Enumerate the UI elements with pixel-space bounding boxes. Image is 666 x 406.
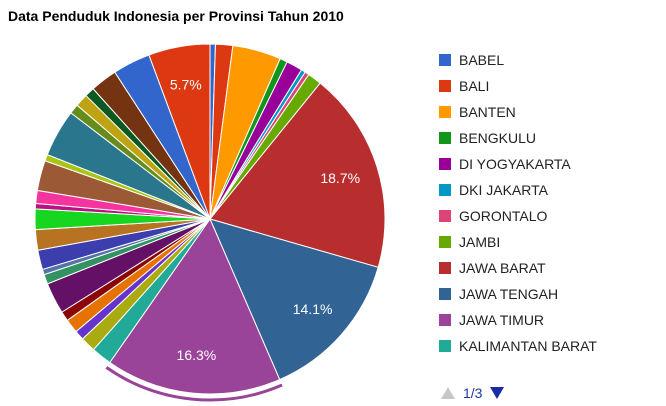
legend-swatch	[439, 132, 451, 144]
legend-swatch	[439, 262, 451, 274]
legend-item[interactable]: JAWA TIMUR	[439, 307, 597, 333]
triangle-up-icon[interactable]	[441, 387, 455, 399]
legend-item[interactable]: DI YOGYAKARTA	[439, 151, 597, 177]
legend-swatch	[439, 314, 451, 326]
legend-item[interactable]: DKI JAKARTA	[439, 177, 597, 203]
legend-label: JAWA BARAT	[459, 260, 546, 276]
legend-swatch	[439, 340, 451, 352]
legend-swatch	[439, 210, 451, 222]
legend-label: BENGKULU	[459, 130, 537, 146]
legend-item[interactable]: BENGKULU	[439, 125, 597, 151]
legend-label: KALIMANTAN BARAT	[459, 338, 597, 354]
legend-swatch	[439, 80, 451, 92]
slice-percent-label: 5.7%	[170, 77, 202, 93]
legend-label: GORONTALO	[459, 208, 548, 224]
legend-label: JAWA TENGAH	[459, 286, 559, 302]
legend-item[interactable]: GORONTALO	[439, 203, 597, 229]
legend-label: DI YOGYAKARTA	[459, 156, 571, 172]
legend-label: BALI	[459, 78, 490, 94]
legend-swatch	[439, 106, 451, 118]
legend-swatch	[439, 158, 451, 170]
slice-percent-label: 14.1%	[293, 301, 333, 317]
legend-label: JAMBI	[459, 234, 501, 250]
chart-title: Data Penduduk Indonesia per Provinsi Tah…	[8, 8, 344, 24]
legend-pager: 1/3	[441, 385, 505, 401]
legend-swatch	[439, 54, 451, 66]
slice-percent-label: 16.3%	[177, 347, 217, 363]
legend-item[interactable]: JAMBI	[439, 229, 597, 255]
legend-item[interactable]: BANTEN	[439, 99, 597, 125]
legend-item[interactable]: JAWA TENGAH	[439, 281, 597, 307]
legend-label: BABEL	[459, 52, 505, 68]
pie-chart: 18.7% 14.1% 16.3% 5.7%	[34, 43, 386, 402]
pie-slice[interactable]	[109, 217, 281, 395]
slice-highlight-ring	[105, 366, 283, 402]
legend-label: DKI JAKARTA	[459, 182, 548, 198]
legend: BABEL BALI BANTEN BENGKULU DI YOGYAKARTA DKI …	[439, 47, 597, 359]
triangle-down-icon[interactable]	[490, 387, 505, 399]
pie-slice[interactable]	[209, 218, 379, 381]
legend-item[interactable]: KALIMANTAN BARAT	[439, 333, 597, 359]
legend-swatch	[439, 184, 451, 196]
pie-slice[interactable]	[148, 43, 211, 220]
legend-page-indicator: 1/3	[463, 385, 483, 401]
legend-label: JAWA TIMUR	[459, 312, 545, 328]
legend-swatch	[439, 288, 451, 300]
legend-swatch	[439, 236, 451, 248]
legend-item[interactable]: BABEL	[439, 47, 597, 73]
slice-percent-label: 18.7%	[320, 170, 360, 186]
pie-slice[interactable]	[209, 82, 386, 268]
legend-item[interactable]: BALI	[439, 73, 597, 99]
legend-label: BANTEN	[459, 104, 516, 120]
legend-item[interactable]: JAWA BARAT	[439, 255, 597, 281]
